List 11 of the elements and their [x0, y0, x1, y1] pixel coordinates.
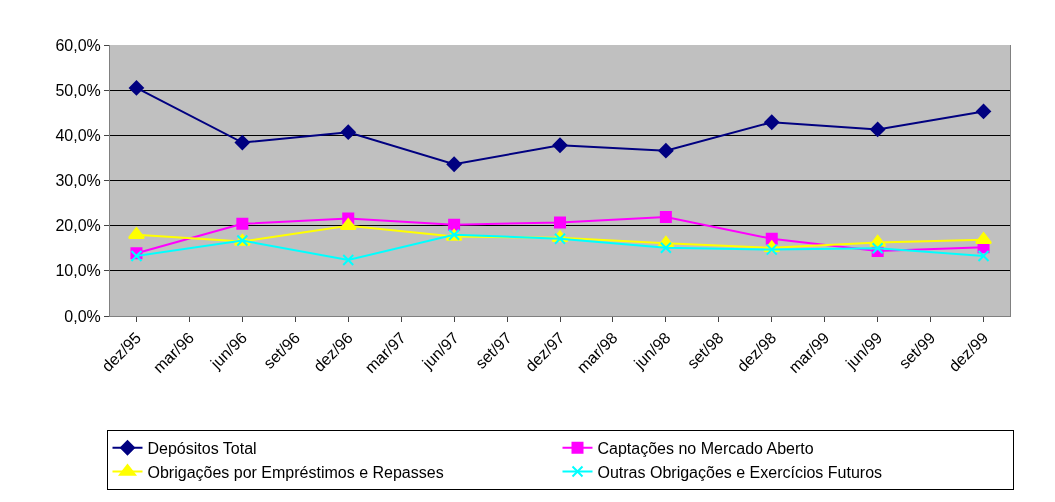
y-tick-label: 40,0%	[55, 126, 101, 144]
y-tick-label: 10,0%	[55, 262, 101, 280]
legend-label: Obrigações por Empréstimos e Repasses	[147, 463, 444, 481]
y-tick-label: 0,0%	[64, 307, 101, 325]
y-tick-label: 30,0%	[55, 172, 101, 190]
legend-label: Outras Obrigações e Exercícios Futuros	[597, 463, 883, 481]
legend-label: Depósitos Total	[147, 439, 257, 457]
y-tick-label: 50,0%	[55, 81, 101, 99]
y-tick-label: 20,0%	[55, 217, 101, 235]
y-tick-label: 60,0%	[55, 36, 101, 54]
legend-label: Captações no Mercado Aberto	[597, 439, 814, 457]
